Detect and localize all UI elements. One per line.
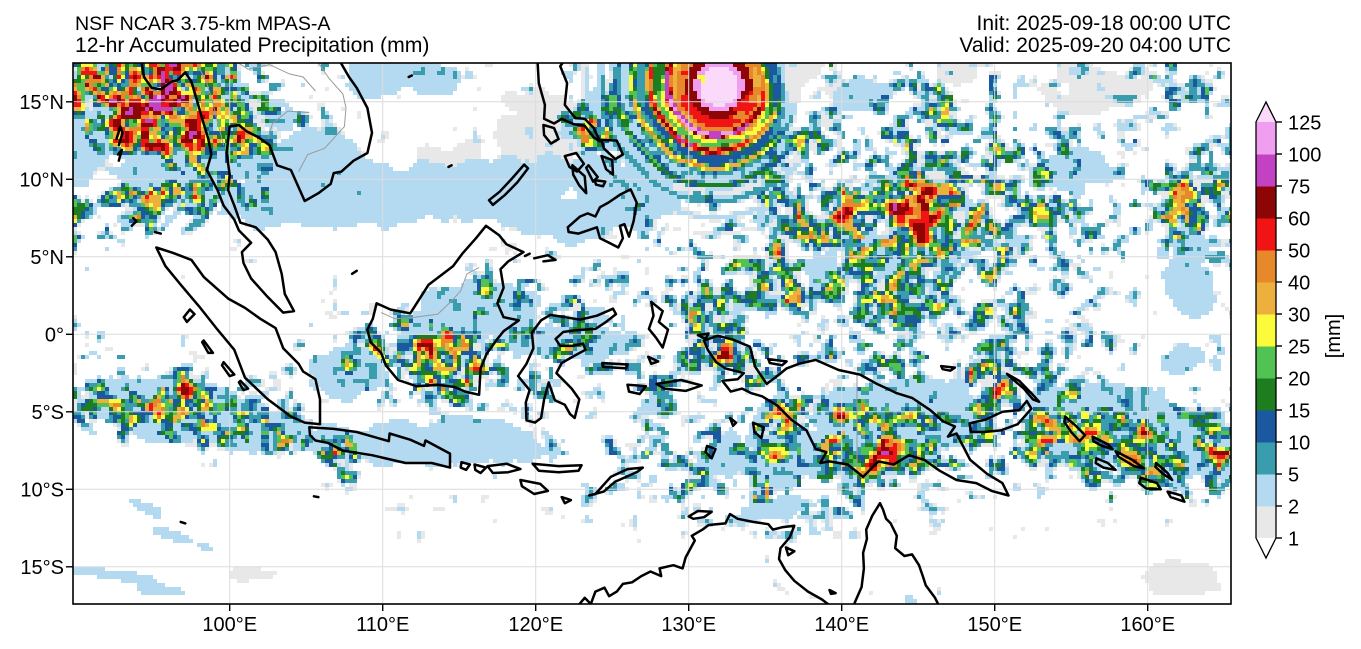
svg-text:40: 40 bbox=[1288, 272, 1310, 294]
svg-text:10°N: 10°N bbox=[19, 170, 64, 192]
svg-text:100°E: 100°E bbox=[202, 614, 257, 636]
svg-text:Init: 2025-09-18 00:00 UTC: Init: 2025-09-18 00:00 UTC bbox=[977, 12, 1231, 35]
svg-text:110°E: 110°E bbox=[356, 614, 409, 636]
svg-text:150°E: 150°E bbox=[967, 614, 1022, 636]
svg-text:75: 75 bbox=[1288, 176, 1310, 198]
svg-text:50: 50 bbox=[1288, 240, 1310, 262]
svg-text:10°S: 10°S bbox=[20, 480, 64, 502]
svg-text:[mm]: [mm] bbox=[1323, 314, 1345, 358]
svg-text:15: 15 bbox=[1288, 400, 1310, 422]
svg-text:100: 100 bbox=[1288, 144, 1321, 166]
svg-text:120°E: 120°E bbox=[508, 614, 563, 636]
svg-text:0°: 0° bbox=[45, 325, 64, 347]
svg-text:1: 1 bbox=[1288, 528, 1299, 550]
svg-text:160°E: 160°E bbox=[1120, 614, 1175, 636]
svg-text:60: 60 bbox=[1288, 208, 1310, 230]
svg-text:10: 10 bbox=[1288, 432, 1310, 454]
svg-text:140°E: 140°E bbox=[814, 614, 869, 636]
svg-text:20: 20 bbox=[1288, 368, 1310, 390]
svg-text:15°N: 15°N bbox=[19, 92, 64, 114]
svg-text:5: 5 bbox=[1288, 464, 1299, 486]
svg-text:12-hr Accumulated Precipitatio: 12-hr Accumulated Precipitation (mm) bbox=[75, 34, 429, 57]
svg-text:130°E: 130°E bbox=[661, 614, 716, 636]
svg-text:15°S: 15°S bbox=[20, 557, 64, 579]
svg-text:2: 2 bbox=[1288, 496, 1299, 518]
svg-text:Valid: 2025-09-20 04:00 UTC: Valid: 2025-09-20 04:00 UTC bbox=[959, 34, 1231, 57]
svg-text:25: 25 bbox=[1288, 336, 1310, 358]
svg-text:NSF NCAR 3.75-km MPAS-A: NSF NCAR 3.75-km MPAS-A bbox=[75, 13, 331, 35]
svg-text:125: 125 bbox=[1288, 112, 1321, 134]
svg-text:5°N: 5°N bbox=[30, 247, 64, 269]
svg-text:30: 30 bbox=[1288, 304, 1310, 326]
svg-text:5°S: 5°S bbox=[32, 402, 64, 424]
